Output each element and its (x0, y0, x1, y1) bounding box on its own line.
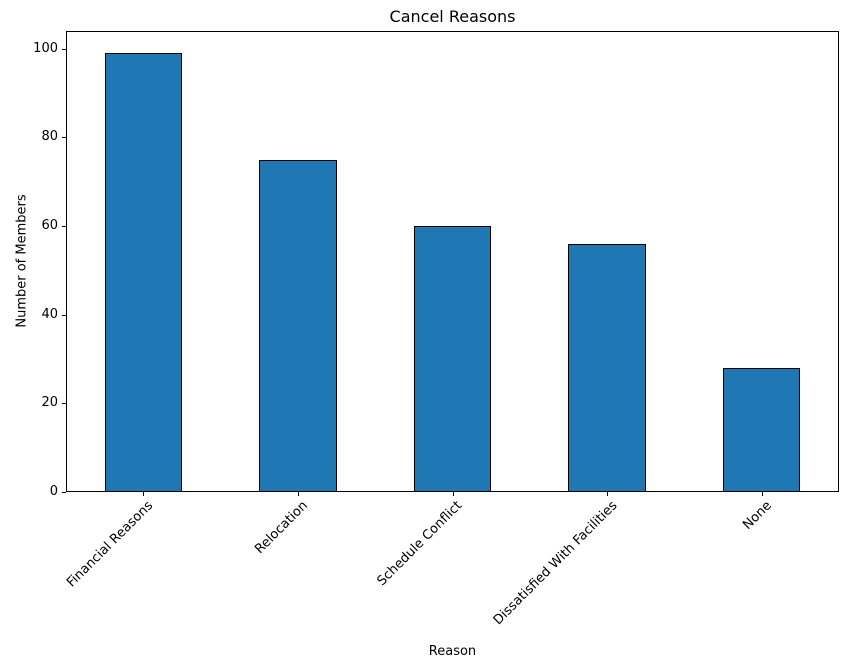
y-tick-label-20: 20 (41, 395, 58, 410)
y-tick-mark-20 (62, 403, 66, 404)
x-tick-mark-none (762, 492, 763, 496)
bar-schedule-conflict (413, 226, 492, 492)
x-tick-label-schedule-conflict: Schedule Conflict (374, 498, 466, 589)
x-tick-label-relocation: Relocation (252, 498, 311, 558)
y-tick-label-40: 40 (41, 307, 58, 322)
bar-relocation (259, 159, 337, 492)
x-axis-label: Reason (428, 644, 477, 659)
bar-dissatisfied-with-facilities (568, 243, 646, 492)
y-tick-mark-100 (62, 49, 66, 50)
bar-none (723, 367, 801, 492)
x-tick-label-financial-reasons: Financial Reasons (64, 498, 157, 591)
x-tick-mark-relocation (298, 492, 299, 496)
y-tick-mark-80 (62, 137, 66, 138)
y-axis-label: Number of Members (14, 194, 30, 328)
x-tick-label-none: None (740, 498, 775, 533)
x-tick-mark-schedule-conflict (453, 492, 454, 496)
y-tick-label-60: 60 (41, 218, 58, 233)
x-tick-mark-financial-reasons (143, 492, 144, 496)
bar-financial-reasons (104, 53, 182, 492)
y-tick-mark-60 (62, 226, 66, 227)
y-tick-label-100: 100 (33, 41, 58, 56)
y-tick-mark-0 (62, 492, 66, 493)
y-tick-label-80: 80 (41, 129, 58, 144)
y-tick-mark-40 (62, 315, 66, 316)
x-tick-mark-dissatisfied-with-facilities (607, 492, 608, 496)
x-tick-label-dissatisfied-with-facilities: Dissatisfied With Facilities (490, 498, 621, 629)
chart-title: Cancel Reasons (389, 7, 516, 26)
y-tick-label-0: 0 (49, 484, 58, 499)
